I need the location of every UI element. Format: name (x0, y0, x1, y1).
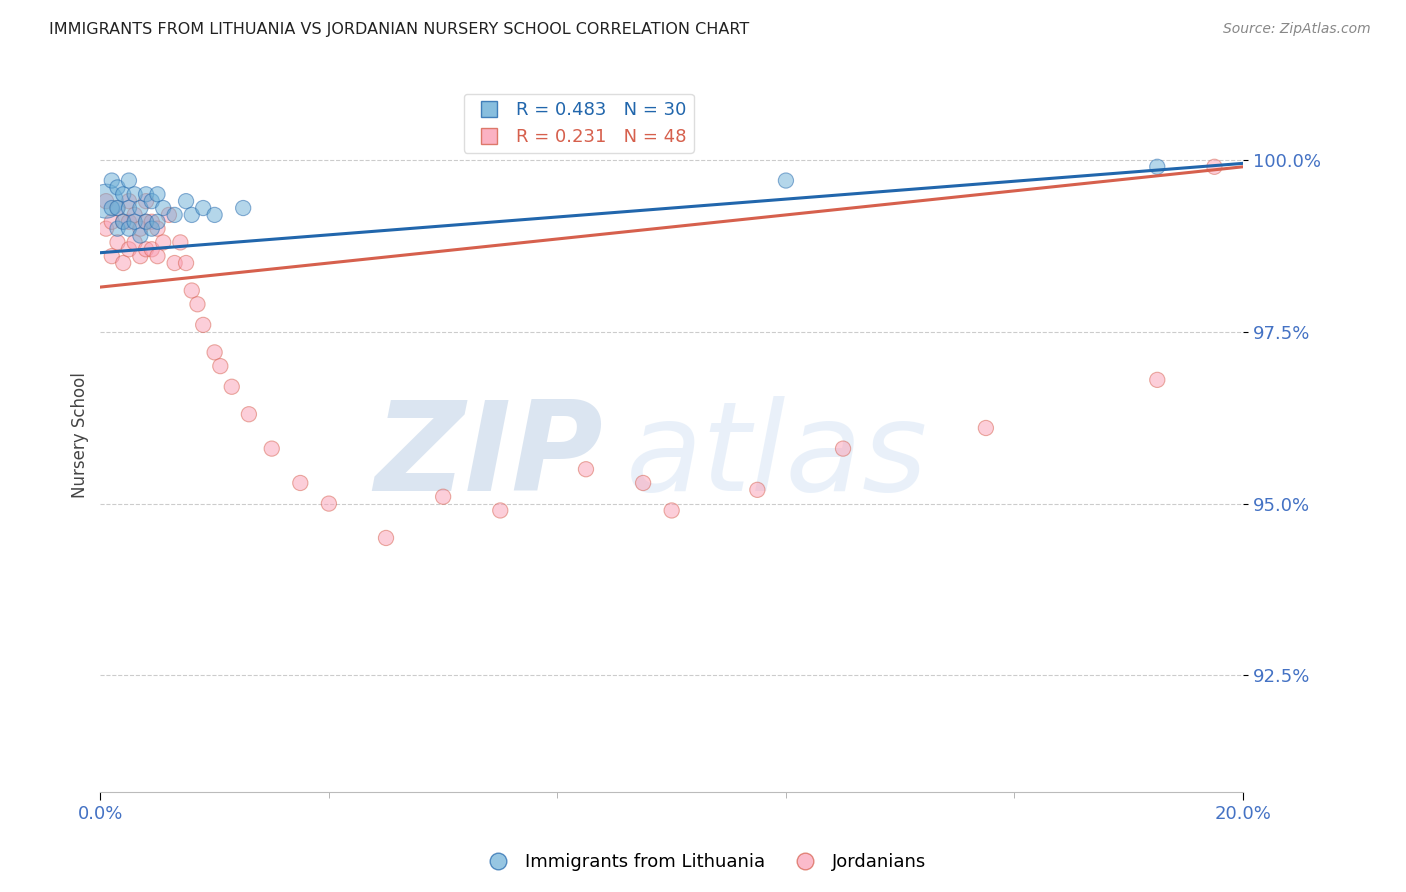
Point (124, 215, 146, 229)
Point (118, 173, 141, 187)
Point (1204, 160, 1226, 174)
Point (157, 208, 180, 222)
Text: ZIP: ZIP (374, 396, 603, 516)
Point (141, 221, 163, 235)
Point (118, 242, 141, 256)
Point (107, 201, 129, 215)
Point (141, 242, 163, 256)
Point (135, 194, 157, 209)
Text: Source: ZipAtlas.com: Source: ZipAtlas.com (1223, 22, 1371, 37)
Point (141, 194, 163, 209)
Point (118, 194, 141, 209)
Text: atlas: atlas (626, 396, 928, 516)
Point (129, 249, 152, 263)
Point (107, 221, 129, 235)
Point (232, 201, 254, 215)
Point (375, 531, 398, 545)
Point (135, 242, 157, 256)
Point (101, 215, 124, 229)
Point (575, 462, 598, 476)
Point (107, 180, 129, 194)
Point (94, 194, 117, 209)
Point (1146, 160, 1168, 174)
Point (290, 475, 312, 490)
Point (118, 221, 141, 235)
Point (107, 235, 129, 250)
Point (193, 201, 215, 215)
Legend: R = 0.483   N = 30, R = 0.231   N = 48: R = 0.483 N = 30, R = 0.231 N = 48 (464, 94, 693, 153)
Point (129, 228, 152, 243)
Point (747, 483, 769, 497)
Point (180, 208, 202, 222)
Point (174, 194, 197, 209)
Point (974, 421, 997, 435)
Point (112, 215, 135, 229)
Legend: Immigrants from Lithuania, Jordanians: Immigrants from Lithuania, Jordanians (472, 847, 934, 879)
Point (318, 497, 340, 511)
Point (135, 215, 157, 229)
Point (204, 345, 226, 359)
Point (101, 249, 124, 263)
Point (204, 208, 226, 222)
Point (118, 215, 141, 229)
Point (432, 490, 454, 504)
Point (94, 221, 117, 235)
Point (101, 201, 124, 215)
Point (661, 503, 683, 517)
Point (135, 215, 157, 229)
Text: IMMIGRANTS FROM LITHUANIA VS JORDANIAN NURSERY SCHOOL CORRELATION CHART: IMMIGRANTS FROM LITHUANIA VS JORDANIAN N… (49, 22, 749, 37)
Point (118, 201, 141, 215)
Y-axis label: Nursery School: Nursery School (72, 372, 89, 498)
Point (174, 256, 197, 270)
Point (129, 221, 152, 235)
Point (124, 187, 146, 202)
Point (107, 201, 129, 215)
Point (163, 256, 186, 270)
Point (238, 407, 260, 421)
Point (146, 187, 169, 202)
Point (112, 187, 135, 202)
Point (152, 235, 174, 250)
Point (124, 235, 146, 250)
Point (180, 284, 202, 298)
Point (832, 442, 855, 456)
Point (101, 173, 124, 187)
Point (94, 194, 117, 209)
Point (193, 318, 215, 332)
Point (141, 215, 163, 229)
Point (169, 235, 191, 250)
Point (186, 297, 208, 311)
Point (775, 173, 797, 187)
Point (112, 256, 135, 270)
Point (146, 215, 169, 229)
Point (163, 208, 186, 222)
Point (152, 201, 174, 215)
Point (112, 215, 135, 229)
Point (146, 249, 169, 263)
Point (209, 359, 232, 373)
Point (489, 503, 512, 517)
Point (129, 201, 152, 215)
Point (221, 380, 243, 394)
Point (260, 442, 283, 456)
Point (1146, 373, 1168, 387)
Point (146, 221, 169, 235)
Point (631, 475, 654, 490)
Point (135, 187, 157, 202)
Point (124, 208, 146, 222)
